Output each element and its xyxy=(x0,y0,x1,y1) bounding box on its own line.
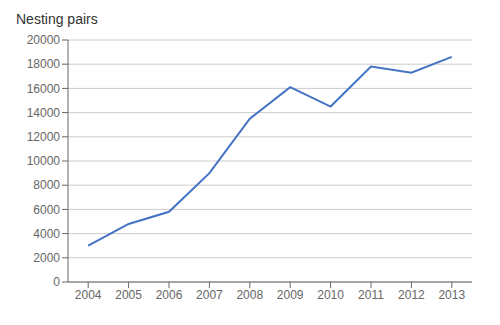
svg-text:2000: 2000 xyxy=(33,251,60,265)
svg-text:2005: 2005 xyxy=(115,288,142,302)
svg-text:8000: 8000 xyxy=(33,178,60,192)
svg-text:2013: 2013 xyxy=(438,288,465,302)
svg-text:16000: 16000 xyxy=(27,82,61,96)
svg-text:20000: 20000 xyxy=(27,33,61,47)
html-text:Nesting pairs: Nesting pairs xyxy=(16,11,98,27)
svg-text:2006: 2006 xyxy=(156,288,183,302)
svg-text:6000: 6000 xyxy=(33,203,60,217)
svg-text:2010: 2010 xyxy=(317,288,344,302)
svg-text:14000: 14000 xyxy=(27,106,61,120)
svg-text:0: 0 xyxy=(53,275,60,289)
svg-text:10000: 10000 xyxy=(27,154,61,168)
svg-text:2008: 2008 xyxy=(236,288,263,302)
svg-text:4000: 4000 xyxy=(33,227,60,241)
svg-text:18000: 18000 xyxy=(27,57,61,71)
svg-text:2004: 2004 xyxy=(75,288,102,302)
svg-text:2011: 2011 xyxy=(358,288,384,302)
svg-text:2007: 2007 xyxy=(196,288,223,302)
svg-text:12000: 12000 xyxy=(27,130,61,144)
svg-text:2012: 2012 xyxy=(398,288,425,302)
svg-text:2009: 2009 xyxy=(277,288,304,302)
